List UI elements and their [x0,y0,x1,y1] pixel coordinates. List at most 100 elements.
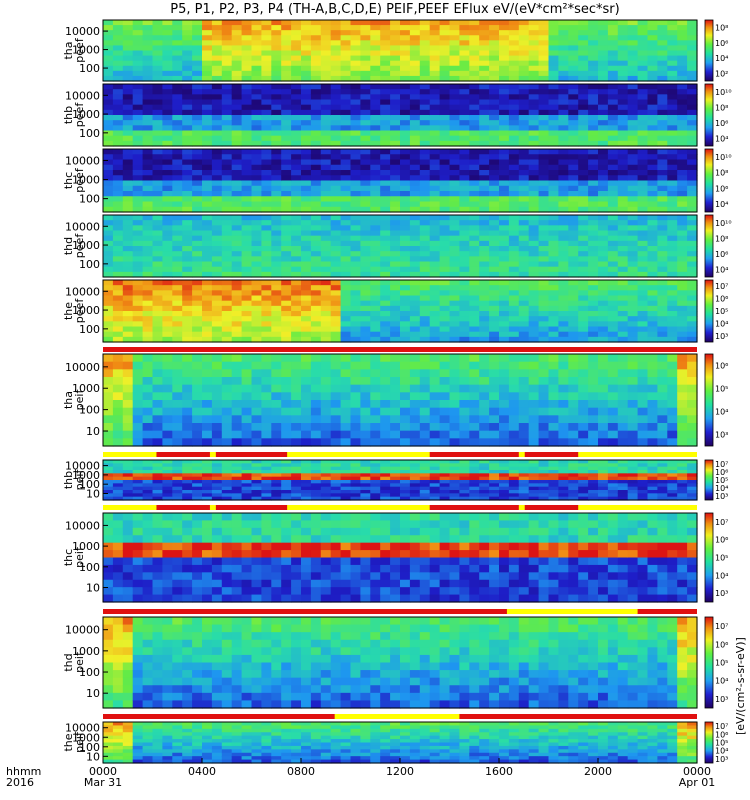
spectrogram-cell [548,377,559,386]
spectrogram-cell [627,251,639,257]
spectrogram-cell [310,466,322,471]
spectrogram-cell [518,466,530,471]
spectrogram-cell [142,336,154,343]
spectrogram-cell [172,135,183,142]
spectrogram-cell [409,215,421,221]
spectrogram-cell [261,84,272,90]
spectrogram-cell [568,50,579,57]
spectrogram-cell [667,311,678,317]
spectrogram-cell [439,50,451,57]
spectrogram-cell [479,109,490,116]
spectrogram-cell [271,392,282,401]
spectrogram-cell [251,470,262,474]
spectrogram-cell [538,109,550,116]
spectrogram-cell [627,185,639,192]
spectrogram-cell [251,290,262,297]
spectrogram-cell [598,45,609,52]
spectrogram-cell [281,25,292,31]
spectrogram-cell [400,240,411,247]
spectrogram-cell [103,463,114,468]
spectrogram-cell [271,99,282,106]
spectrogram-cell [122,125,134,132]
spectrogram-cell [152,154,163,161]
spectrogram-cell [578,230,589,237]
spectrogram-cell [647,271,658,278]
spectrogram-cell [588,99,599,106]
spectrogram-cell [637,285,649,291]
spectrogram-cell [241,384,253,393]
spectrogram-cell [607,170,619,176]
spectrogram-cell [687,230,698,237]
spectrogram-cell [231,206,243,213]
spectrogram-cell [479,149,490,155]
spectrogram-cell [182,295,193,302]
spectrogram-cell [390,486,401,491]
spectrogram-cell [202,290,213,297]
spectrogram-cell [202,438,213,447]
spectrogram-cell [499,115,510,121]
spectrogram-cell [489,70,500,77]
spectrogram-cell [182,290,193,297]
spectrogram-cell [380,336,391,343]
spectrogram-cell [578,50,589,57]
spectrogram-cell [548,130,559,137]
spectrogram-cell [607,235,619,242]
spectrogram-cell [647,295,658,302]
spectrogram-cell [578,70,589,77]
spectrogram-cell [211,159,223,166]
spectrogram-cell [211,285,223,291]
spectrogram-cell [449,407,460,416]
spectrogram-cell [677,140,688,147]
spectrogram-cell [538,230,550,237]
spectrogram-cell [677,400,688,409]
spectrogram-cell [162,149,173,155]
spectrogram-cell [152,473,163,478]
spectrogram-cell [291,135,302,142]
spectrogram-cell [221,120,233,126]
spectrogram-cell [291,496,302,501]
spectrogram-cell [350,120,361,126]
spectrogram-cell [558,130,569,137]
spectrogram-cell [419,290,431,297]
spectrogram-cell [310,40,322,47]
spectrogram-cell [558,25,569,31]
spectrogram-cell [687,25,698,31]
spectrogram-cell [588,361,599,370]
spectrogram-cell [578,99,589,106]
spectrogram-cell [548,149,559,155]
spectrogram-cell [182,460,193,464]
spectrogram-cell [211,240,223,247]
spectrogram-cell [578,40,589,47]
spectrogram-cell [607,30,619,36]
spectrogram-cell [508,170,520,176]
spectrogram-cell [162,191,173,197]
spectrogram-cell [400,311,411,317]
spectrogram-cell [677,321,688,328]
spectrogram-cell [489,215,500,221]
spectrogram-cell [112,400,124,409]
spectrogram-cell [508,271,520,278]
spectrogram-cell [192,490,203,494]
spectrogram-cell [390,154,401,161]
spectrogram-cell [291,480,302,484]
spectrogram-cell [370,70,381,77]
spectrogram-cell [211,120,223,126]
spectrogram-cell [518,473,530,478]
spectrogram-cell [429,336,441,343]
spectrogram-cell [657,60,668,67]
spectrogram-cell [162,35,173,41]
spectrogram-cell [320,354,332,363]
spectrogram-cell [657,316,668,322]
spectrogram-cell [400,230,411,237]
spectrogram-cell [202,476,213,481]
spectrogram-cell [132,140,144,147]
spectrogram-cell [182,191,193,197]
spectrogram-cell [261,220,272,226]
spectrogram-cell [499,466,510,471]
spectrogram-cell [538,361,550,370]
spectrogram-cell [152,285,163,291]
spectrogram-cell [439,354,451,363]
spectrogram-cell [687,30,698,36]
spectrogram-cell [459,476,470,481]
spectrogram-cell [667,415,678,424]
